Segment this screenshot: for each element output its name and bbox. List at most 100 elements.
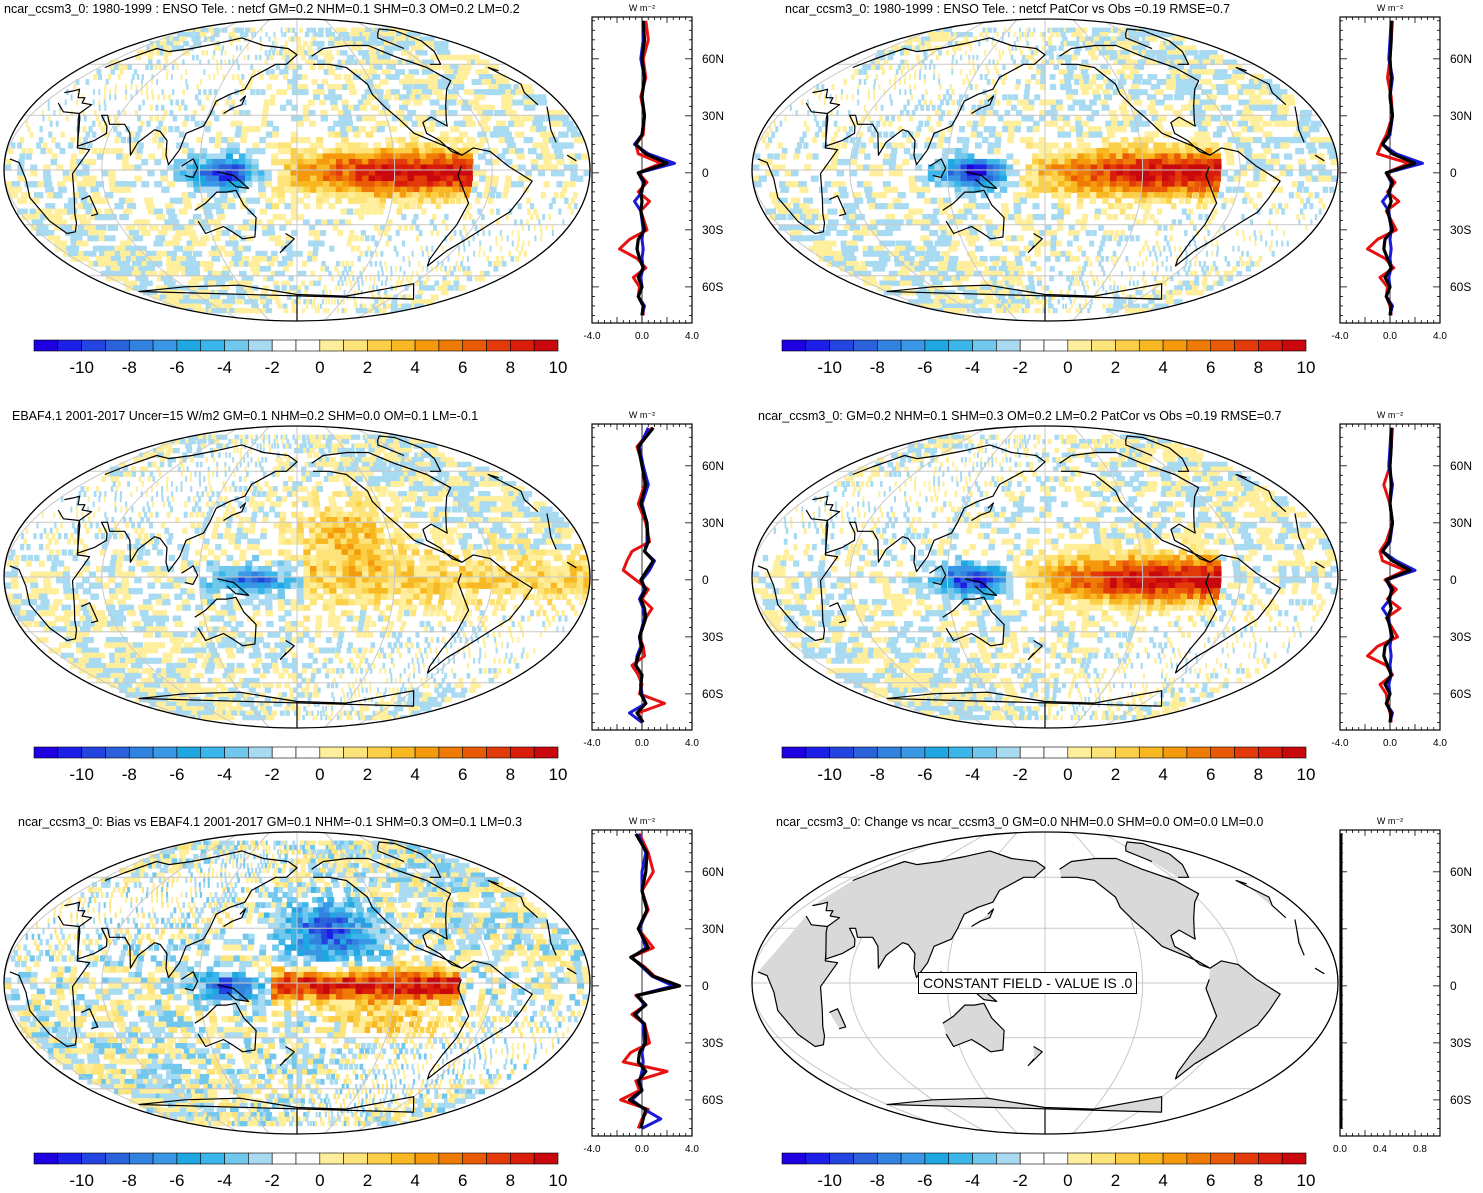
panel2-colorbar-label-1: -8 [870,358,885,377]
panel2-zonal-ytick-4: 60S [1450,280,1471,294]
panel3-colorbar-label-1: -8 [122,765,137,784]
panel1-zonal-ytick-2: 0 [702,166,709,180]
panel1-colorbar-label-10: 10 [549,358,568,377]
panel3-colorbar-box-4 [129,747,153,758]
panel5-colorbar-box-3 [105,1153,129,1164]
panel2-zonal-units: W m⁻² [1377,3,1403,13]
panel1-colorbar-box-1 [58,340,82,351]
panel2-zonal-ytick-2: 0 [1450,166,1457,180]
panel6-colorbar-box-4 [877,1153,901,1164]
panel1-colorbar-box-21 [534,340,558,351]
panel5-zonal-xtick-1: 0.0 [635,1144,649,1155]
panel6-zonal-ytick-0: 60N [1450,865,1472,879]
panel2-colorbar-box-13 [1092,340,1116,351]
panel6-colorbar-box-6 [925,1153,949,1164]
panel5-colorbar-box-11 [296,1153,320,1164]
panel1-colorbar-label-4: -2 [265,358,280,377]
panel5-colorbar-box-12 [320,1153,344,1164]
panel3-colorbar-box-19 [487,747,511,758]
panel4-colorbar-label-7: 4 [1158,765,1167,784]
panel5-colorbar-box-0 [34,1153,58,1164]
panel3-colorbar-box-5 [153,747,177,758]
panel6-colorbar-box-16 [1163,1153,1187,1164]
panel2-colorbar-box-6 [925,340,949,351]
panel1-colorbar-box-13 [344,340,368,351]
panel1-zonal-xtick-1: 0.0 [635,331,649,342]
panel1-colorbar-label-7: 4 [410,358,419,377]
panel6-zonal-xtick-1: 0.4 [1373,1144,1387,1155]
panel5-colorbar-label-8: 6 [458,1171,467,1190]
panel6-colorbar-label-0: -10 [817,1171,842,1190]
panel4-colorbar-label-5: 0 [1063,765,1072,784]
panel4-zonal-ytick-1: 30N [1450,516,1472,530]
panel4-colorbar-box-17 [1187,747,1211,758]
panel5-colorbar-label-9: 8 [506,1171,515,1190]
panel1-colorbar-box-17 [439,340,463,351]
panel2-title: ncar_ccsm3_0: 1980-1999 : ENSO Tele. : n… [785,2,1230,16]
panel2-colorbar-label-0: -10 [817,358,842,377]
panel2-zonal-ytick-0: 60N [1450,52,1472,66]
panel4-colorbar-label-6: 2 [1111,765,1120,784]
panel2-colorbar-box-9 [996,340,1020,351]
panel5-colorbar-box-9 [248,1153,272,1164]
panel3-colorbar-box-12 [320,747,344,758]
panel2-colorbar-box-5 [901,340,925,351]
panel2-colorbar-label-7: 4 [1158,358,1167,377]
panel2-colorbar-box-16 [1163,340,1187,351]
panel3-colorbar-box-3 [105,747,129,758]
panel1-colorbar-box-9 [248,340,272,351]
panel1-colorbar-box-19 [487,340,511,351]
panel1-colorbar-box-4 [129,340,153,351]
panel5-zonal-xtick-0: -4.0 [583,1144,601,1155]
panel1-colorbar-box-3 [105,340,129,351]
panel1-colorbar-box-20 [510,340,534,351]
panel3-colorbar-box-11 [296,747,320,758]
panel5-map [2,830,592,1136]
panel6-colorbar-label-3: -4 [965,1171,980,1190]
panel6-colorbar-label-7: 4 [1158,1171,1167,1190]
panel4-colorbar-box-21 [1282,747,1306,758]
panel4-colorbar-label-8: 6 [1206,765,1215,784]
panel5-colorbar-box-14 [367,1153,391,1164]
panel1-colorbar-box-16 [415,340,439,351]
panel3-zonal-xtick-0: -4.0 [583,738,601,749]
panel4-colorbar-label-10: 10 [1297,765,1316,784]
panel5-colorbar-box-13 [344,1153,368,1164]
panel1-colorbar-box-7 [201,340,225,351]
panel6-colorbar-label-8: 6 [1206,1171,1215,1190]
panel1-colorbar-box-15 [391,340,415,351]
panel3-zonal-xtick-1: 0.0 [635,738,649,749]
panel1-colorbar-box-5 [153,340,177,351]
panel1-colorbar-label-5: 0 [315,358,324,377]
panel4-colorbar-label-9: 8 [1254,765,1263,784]
panel1-colorbar-box-8 [225,340,249,351]
panel4-map [750,424,1340,730]
panel2-colorbar-box-10 [1020,340,1044,351]
panel6-zonal-xtick-2: 0.8 [1413,1144,1427,1155]
panel2-zonal-xtick-0: -4.0 [1331,331,1349,342]
panel2-colorbar-box-12 [1068,340,1092,351]
panel6-zonal-frame [1340,830,1440,1136]
panel3-colorbar-label-8: 6 [458,765,467,784]
panel6-colorbar-box-1 [806,1153,830,1164]
panel5-colorbar-label-1: -8 [122,1171,137,1190]
panel4-zonal-ytick-3: 30S [1450,630,1471,644]
panel2-colorbar-box-14 [1115,340,1139,351]
panel5-colorbar-label-5: 0 [315,1171,324,1190]
panel1-colorbar-label-2: -6 [169,358,184,377]
panel5-colorbar-box-18 [463,1153,487,1164]
panel2-zonal-xtick-1: 0.0 [1383,331,1397,342]
panel4-zonal-units: W m⁻² [1377,410,1403,420]
panel4-colorbar-box-4 [877,747,901,758]
panel6-colorbar-box-20 [1258,1153,1282,1164]
panel3-colorbar-box-9 [248,747,272,758]
panel6-colorbar-label-9: 8 [1254,1171,1263,1190]
panel5-colorbar-box-10 [272,1153,296,1164]
panel2-colorbar-box-19 [1235,340,1259,351]
panel4-colorbar-box-13 [1092,747,1116,758]
panel5-colorbar-box-6 [177,1153,201,1164]
panel6-colorbar-box-17 [1187,1153,1211,1164]
panel1-colorbar-label-9: 8 [506,358,515,377]
